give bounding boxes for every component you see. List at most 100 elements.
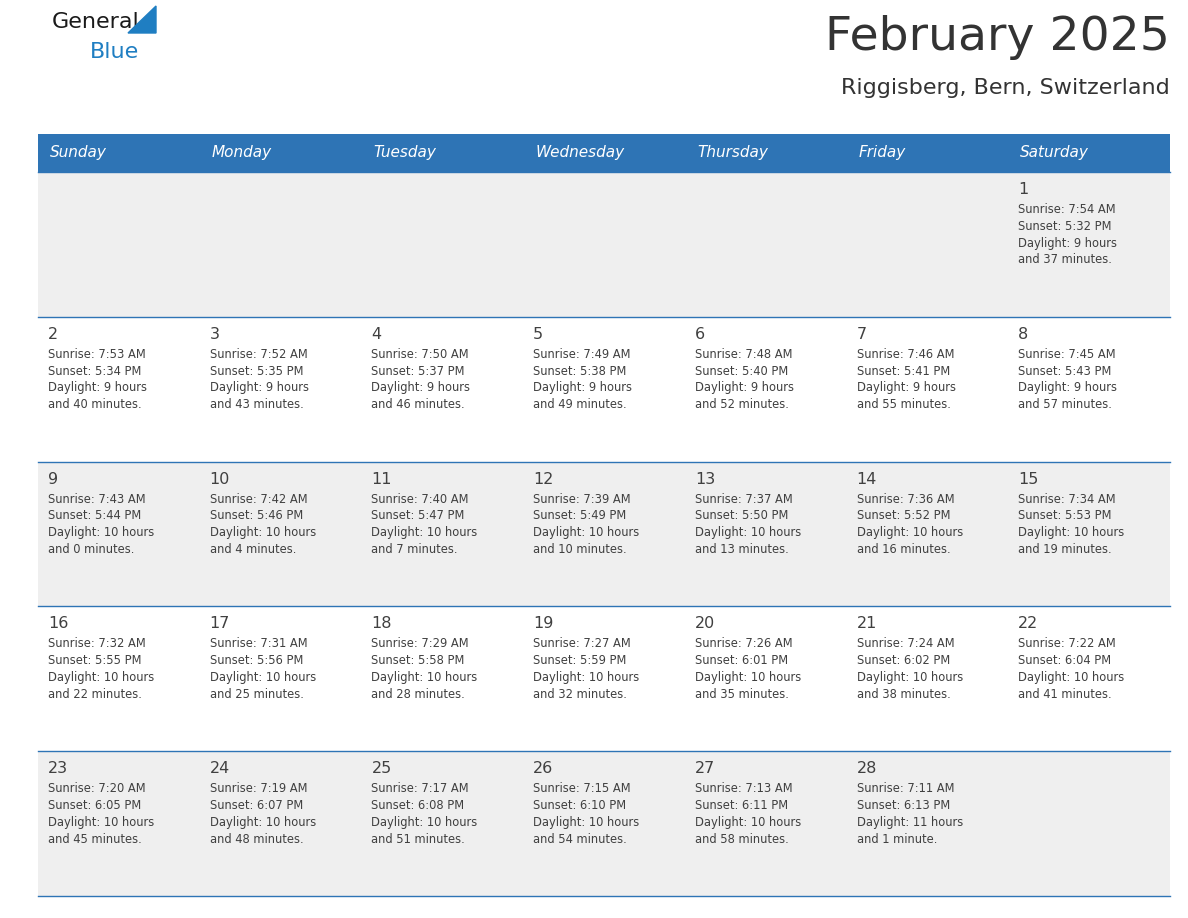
Text: Daylight: 10 hours: Daylight: 10 hours (210, 526, 316, 539)
Text: Sunrise: 7:50 AM: Sunrise: 7:50 AM (372, 348, 469, 361)
Text: Sunset: 5:49 PM: Sunset: 5:49 PM (533, 509, 626, 522)
Text: Daylight: 9 hours: Daylight: 9 hours (695, 381, 794, 395)
Text: Daylight: 10 hours: Daylight: 10 hours (372, 816, 478, 829)
Text: Sunset: 5:58 PM: Sunset: 5:58 PM (372, 655, 465, 667)
Bar (361, 134, 523, 172)
Text: 6: 6 (695, 327, 704, 341)
Text: Sunrise: 7:24 AM: Sunrise: 7:24 AM (857, 637, 954, 650)
Text: Sunset: 5:34 PM: Sunset: 5:34 PM (48, 364, 141, 377)
Text: 17: 17 (210, 616, 230, 632)
Text: Daylight: 10 hours: Daylight: 10 hours (48, 816, 154, 829)
Text: Sunset: 5:55 PM: Sunset: 5:55 PM (48, 655, 141, 667)
Text: Sunset: 5:37 PM: Sunset: 5:37 PM (372, 364, 465, 377)
Text: Daylight: 10 hours: Daylight: 10 hours (533, 526, 639, 539)
Text: Daylight: 10 hours: Daylight: 10 hours (210, 816, 316, 829)
Text: Daylight: 9 hours: Daylight: 9 hours (210, 381, 309, 395)
Text: 7: 7 (857, 327, 867, 341)
Text: and 10 minutes.: and 10 minutes. (533, 543, 627, 556)
Bar (523, 134, 684, 172)
Text: 10: 10 (210, 472, 230, 487)
Text: Daylight: 10 hours: Daylight: 10 hours (857, 526, 962, 539)
Text: Thursday: Thursday (697, 145, 767, 161)
Text: 14: 14 (857, 472, 877, 487)
Text: 16: 16 (48, 616, 69, 632)
Text: Sunset: 5:47 PM: Sunset: 5:47 PM (372, 509, 465, 522)
Polygon shape (128, 6, 156, 33)
Text: Sunrise: 7:19 AM: Sunrise: 7:19 AM (210, 782, 308, 795)
Text: Daylight: 9 hours: Daylight: 9 hours (1018, 237, 1117, 250)
Text: Saturday: Saturday (1020, 145, 1089, 161)
Text: Sunset: 5:43 PM: Sunset: 5:43 PM (1018, 364, 1112, 377)
Text: Daylight: 10 hours: Daylight: 10 hours (1018, 671, 1125, 684)
Text: Sunrise: 7:31 AM: Sunrise: 7:31 AM (210, 637, 308, 650)
Text: 9: 9 (48, 472, 58, 487)
Text: Sunset: 5:40 PM: Sunset: 5:40 PM (695, 364, 788, 377)
Text: Sunrise: 7:54 AM: Sunrise: 7:54 AM (1018, 203, 1116, 216)
Text: Sunset: 6:01 PM: Sunset: 6:01 PM (695, 655, 788, 667)
Text: 11: 11 (372, 472, 392, 487)
Text: Daylight: 10 hours: Daylight: 10 hours (533, 816, 639, 829)
Text: and 43 minutes.: and 43 minutes. (210, 398, 303, 411)
Text: and 58 minutes.: and 58 minutes. (695, 833, 789, 845)
Text: Sunset: 5:52 PM: Sunset: 5:52 PM (857, 509, 950, 522)
Text: Sunset: 5:35 PM: Sunset: 5:35 PM (210, 364, 303, 377)
Bar (200, 134, 361, 172)
Text: and 35 minutes.: and 35 minutes. (695, 688, 789, 700)
Text: Sunrise: 7:45 AM: Sunrise: 7:45 AM (1018, 348, 1116, 361)
Text: Sunset: 6:04 PM: Sunset: 6:04 PM (1018, 655, 1112, 667)
Text: 18: 18 (372, 616, 392, 632)
Text: Sunset: 5:44 PM: Sunset: 5:44 PM (48, 509, 141, 522)
Text: and 4 minutes.: and 4 minutes. (210, 543, 296, 556)
Text: and 46 minutes.: and 46 minutes. (372, 398, 465, 411)
Text: Sunrise: 7:39 AM: Sunrise: 7:39 AM (533, 493, 631, 506)
Bar (684, 134, 847, 172)
Text: 13: 13 (695, 472, 715, 487)
Text: and 51 minutes.: and 51 minutes. (372, 833, 466, 845)
Text: and 38 minutes.: and 38 minutes. (857, 688, 950, 700)
Text: and 1 minute.: and 1 minute. (857, 833, 937, 845)
Text: and 52 minutes.: and 52 minutes. (695, 398, 789, 411)
Text: 26: 26 (533, 761, 554, 777)
Text: Sunrise: 7:43 AM: Sunrise: 7:43 AM (48, 493, 146, 506)
Text: 24: 24 (210, 761, 230, 777)
Bar (38, 607, 1170, 751)
Text: Blue: Blue (90, 42, 139, 62)
Text: and 49 minutes.: and 49 minutes. (533, 398, 627, 411)
Text: Sunset: 6:10 PM: Sunset: 6:10 PM (533, 799, 626, 812)
Text: Sunset: 6:13 PM: Sunset: 6:13 PM (857, 799, 950, 812)
Text: Sunrise: 7:26 AM: Sunrise: 7:26 AM (695, 637, 792, 650)
Text: Sunset: 6:02 PM: Sunset: 6:02 PM (857, 655, 950, 667)
Text: Sunrise: 7:22 AM: Sunrise: 7:22 AM (1018, 637, 1116, 650)
Text: Daylight: 10 hours: Daylight: 10 hours (695, 526, 801, 539)
Text: 4: 4 (372, 327, 381, 341)
Text: 22: 22 (1018, 616, 1038, 632)
Text: Daylight: 10 hours: Daylight: 10 hours (695, 671, 801, 684)
Text: Sunrise: 7:15 AM: Sunrise: 7:15 AM (533, 782, 631, 795)
Text: 3: 3 (210, 327, 220, 341)
Text: Sunset: 5:38 PM: Sunset: 5:38 PM (533, 364, 626, 377)
Text: and 32 minutes.: and 32 minutes. (533, 688, 627, 700)
Text: and 45 minutes.: and 45 minutes. (48, 833, 141, 845)
Text: Daylight: 10 hours: Daylight: 10 hours (210, 671, 316, 684)
Text: Sunset: 6:07 PM: Sunset: 6:07 PM (210, 799, 303, 812)
Text: February 2025: February 2025 (826, 15, 1170, 60)
Text: Sunrise: 7:48 AM: Sunrise: 7:48 AM (695, 348, 792, 361)
Text: 5: 5 (533, 327, 543, 341)
Text: Riggisberg, Bern, Switzerland: Riggisberg, Bern, Switzerland (841, 78, 1170, 98)
Text: Sunrise: 7:20 AM: Sunrise: 7:20 AM (48, 782, 146, 795)
Text: 23: 23 (48, 761, 68, 777)
Text: Sunrise: 7:27 AM: Sunrise: 7:27 AM (533, 637, 631, 650)
Text: Sunset: 5:50 PM: Sunset: 5:50 PM (695, 509, 788, 522)
Text: and 19 minutes.: and 19 minutes. (1018, 543, 1112, 556)
Text: and 13 minutes.: and 13 minutes. (695, 543, 789, 556)
Text: Sunset: 6:05 PM: Sunset: 6:05 PM (48, 799, 141, 812)
Text: Daylight: 10 hours: Daylight: 10 hours (372, 526, 478, 539)
Text: Sunrise: 7:11 AM: Sunrise: 7:11 AM (857, 782, 954, 795)
Text: and 25 minutes.: and 25 minutes. (210, 688, 304, 700)
Text: General: General (52, 12, 140, 32)
Text: 8: 8 (1018, 327, 1029, 341)
Text: 20: 20 (695, 616, 715, 632)
Text: Sunrise: 7:53 AM: Sunrise: 7:53 AM (48, 348, 146, 361)
Bar (847, 134, 1009, 172)
Text: and 22 minutes.: and 22 minutes. (48, 688, 141, 700)
